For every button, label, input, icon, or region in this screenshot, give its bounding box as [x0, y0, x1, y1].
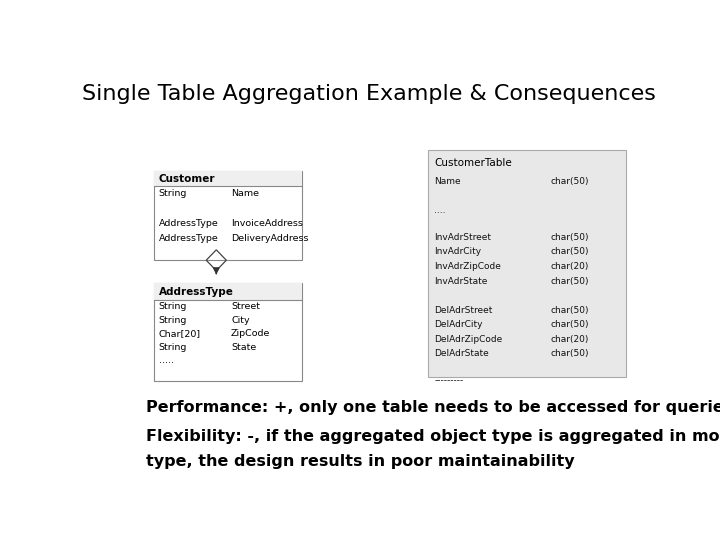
Text: Single Table Aggregation Example & Consequences: Single Table Aggregation Example & Conse… — [82, 84, 656, 104]
Text: DelAdrStreet: DelAdrStreet — [434, 306, 492, 315]
Text: State: State — [231, 343, 256, 352]
Text: DelAdrCity: DelAdrCity — [434, 320, 483, 329]
Bar — [154, 283, 302, 300]
Bar — [154, 283, 302, 381]
Text: type, the design results in poor maintainability: type, the design results in poor maintai… — [145, 454, 575, 469]
Text: Flexibility: -, if the aggregated object type is aggregated in more than one obj: Flexibility: -, if the aggregated object… — [145, 429, 720, 444]
Text: Name: Name — [434, 177, 461, 186]
Text: InvAdrStreet: InvAdrStreet — [434, 233, 491, 242]
Text: Char[20]: Char[20] — [158, 329, 201, 338]
Text: InvAdrCity: InvAdrCity — [434, 247, 482, 256]
Text: AddressType: AddressType — [158, 219, 218, 228]
Text: Customer: Customer — [158, 174, 215, 184]
Text: Street: Street — [231, 302, 260, 312]
Text: char(50): char(50) — [550, 233, 589, 242]
Text: InvAdrState: InvAdrState — [434, 276, 487, 286]
Text: DelAdrState: DelAdrState — [434, 349, 489, 358]
Text: AddressType: AddressType — [158, 234, 218, 242]
Text: ....: .... — [434, 206, 446, 215]
Bar — [154, 171, 302, 260]
Text: DeliveryAddress: DeliveryAddress — [231, 234, 309, 242]
Bar — [428, 150, 626, 377]
Text: InvoiceAddress: InvoiceAddress — [231, 219, 303, 228]
Text: City: City — [231, 316, 250, 325]
Text: AddressType: AddressType — [158, 287, 233, 296]
Text: String: String — [158, 343, 187, 352]
Text: String: String — [158, 190, 187, 198]
Bar — [154, 171, 302, 186]
Text: Performance: +, only one table needs to be accessed for queries: Performance: +, only one table needs to … — [145, 400, 720, 415]
Text: char(50): char(50) — [550, 177, 589, 186]
Text: CustomerTable: CustomerTable — [434, 158, 512, 168]
Text: char(50): char(50) — [550, 349, 589, 358]
Text: ZipCode: ZipCode — [231, 329, 271, 338]
Text: char(50): char(50) — [550, 320, 589, 329]
Text: char(50): char(50) — [550, 247, 589, 256]
Text: Name: Name — [231, 190, 259, 198]
Text: .....: ..... — [158, 356, 174, 365]
Text: DelAdrZipCode: DelAdrZipCode — [434, 335, 503, 344]
Text: char(50): char(50) — [550, 276, 589, 286]
Text: char(20): char(20) — [550, 335, 589, 344]
Text: String: String — [158, 302, 187, 312]
Text: ---------: --------- — [434, 376, 464, 386]
Text: char(20): char(20) — [550, 262, 589, 271]
Text: String: String — [158, 316, 187, 325]
Text: InvAdrZipCode: InvAdrZipCode — [434, 262, 501, 271]
Text: char(50): char(50) — [550, 306, 589, 315]
